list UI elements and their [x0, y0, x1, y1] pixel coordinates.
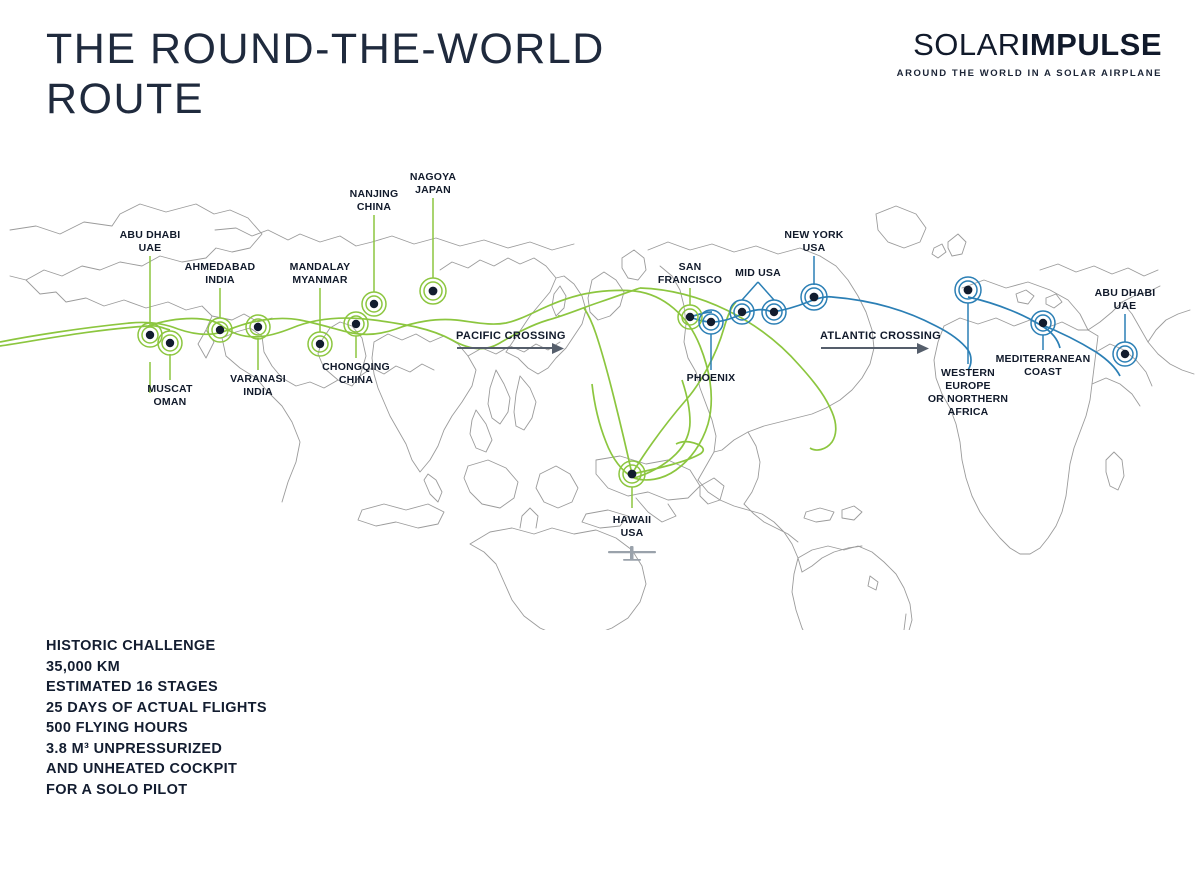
logo-word-impulse: IMPULSE: [1020, 27, 1162, 62]
stat-line: 35,000 KM: [46, 658, 121, 675]
atlantic-crossing-label: ATLANTIC CROSSING: [820, 330, 941, 342]
stop-label-nagoya: NAGOYA: [410, 171, 457, 183]
stop-sublabel-hawaii: USA: [621, 527, 644, 539]
stop-label-mandalay: MANDALAY: [290, 261, 351, 273]
stop-sublabel-chongqing: CHINA: [339, 374, 373, 386]
stop-san-francisco[interactable]: SAN FRANCISCO: [658, 261, 722, 331]
page-title: THE ROUND-THE-WORLD ROUTE: [46, 25, 605, 123]
stop-sublabel-western-europe: EUROPE: [945, 380, 991, 392]
stop-sublabel-new-york: USA: [803, 242, 826, 254]
stop-sublabel-mandalay: MYANMAR: [292, 274, 347, 286]
stop-mandalay[interactable]: MANDALAY MYANMAR: [290, 261, 351, 358]
stop-label-western-europe: WESTERN: [941, 367, 995, 379]
stop-label-hawaii: HAWAII: [613, 514, 652, 526]
logo-wordmark: SOLARIMPULSE: [897, 28, 1162, 62]
stop-sublabel-san-francisco: FRANCISCO: [658, 274, 722, 286]
logo-word-solar: SOLAR: [913, 27, 1021, 62]
stop-chongqing[interactable]: CHONGQING CHINA: [322, 310, 390, 386]
solar-impulse-logo: SOLARIMPULSE AROUND THE WORLD IN A SOLAR…: [896, 28, 1162, 80]
stop-sublabel3-western-europe: AFRICA: [948, 406, 989, 418]
stop-varanasi[interactable]: VARANASI INDIA: [230, 313, 286, 398]
stop-label-mediterranean: MEDITERRANEAN: [996, 353, 1091, 365]
stat-line: 500 FLYING HOURS: [46, 720, 189, 736]
stop-label-abu-dhabi-start: ABU DHABI: [120, 229, 181, 241]
stop-sublabel-varanasi: INDIA: [243, 386, 273, 398]
world-map: PACIFIC CROSSING ATLANTIC CROSSING ABU D…: [0, 130, 1200, 630]
stop-mid-usa[interactable]: MID USA: [728, 267, 788, 326]
stop-abu-dhabi-start[interactable]: ABU DHABI UAE: [120, 229, 181, 393]
stop-label-chongqing: CHONGQING: [322, 361, 390, 373]
stop-sublabel-abu-dhabi-end: UAE: [1114, 300, 1137, 312]
logo-tagline: AROUND THE WORLD IN A SOLAR AIRPLANE: [896, 68, 1162, 79]
stop-sublabel-muscat: OMAN: [154, 396, 187, 408]
header: THE ROUND-THE-WORLD ROUTE SOLARIMPULSE A…: [0, 0, 1200, 130]
stop-sublabel-nanjing: CHINA: [357, 201, 391, 213]
stop-label-abu-dhabi-end: ABU DHABI: [1095, 287, 1156, 299]
stats-block: HISTORIC CHALLENGE 35,000 KM ESTIMATED 1…: [46, 636, 267, 800]
stop-label-ahmedabad: AHMEDABAD: [185, 261, 256, 273]
stop-nanjing[interactable]: NANJING CHINA: [350, 188, 399, 318]
stop-label-phoenix: PHOENIX: [687, 372, 736, 384]
stop-label-new-york: NEW YORK: [784, 229, 843, 241]
stat-line: AND UNHEATED COCKPIT: [46, 761, 238, 777]
route-green-main: [0, 289, 713, 481]
stat-line: ESTIMATED 16 STAGES: [46, 679, 219, 695]
stop-sublabel-mediterranean: COAST: [1024, 366, 1062, 378]
stop-muscat[interactable]: MUSCAT OMAN: [147, 329, 193, 408]
airplane-front-icon: [608, 546, 656, 561]
stop-sublabel2-western-europe: OR NORTHERN: [928, 393, 1008, 405]
pacific-crossing-label: PACIFIC CROSSING: [456, 330, 566, 342]
stop-label-mid-usa: MID USA: [735, 267, 781, 279]
stop-label-nanjing: NANJING: [350, 188, 399, 200]
stop-nagoya[interactable]: NAGOYA JAPAN: [410, 171, 457, 306]
stop-label-muscat: MUSCAT: [147, 383, 193, 395]
stop-sublabel-nagoya: JAPAN: [415, 184, 451, 196]
stat-line: 25 DAYS OF ACTUAL FLIGHTS: [46, 699, 267, 716]
stat-line: HISTORIC CHALLENGE: [46, 638, 216, 654]
stop-label-san-francisco: SAN: [679, 261, 702, 273]
stop-phoenix[interactable]: PHOENIX: [687, 308, 736, 384]
atlantic-crossing-annotation: ATLANTIC CROSSING: [820, 330, 941, 354]
stop-western-europe[interactable]: WESTERN EUROPE OR NORTHERN AFRICA: [928, 275, 1008, 418]
stop-abu-dhabi-end[interactable]: ABU DHABI UAE: [1095, 287, 1156, 368]
stat-line: FOR A SOLO PILOT: [46, 781, 188, 798]
stop-ahmedabad[interactable]: AHMEDABAD INDIA: [185, 261, 256, 344]
stat-line: 3.8 M³ UNPRESSURIZED: [46, 740, 223, 757]
stop-sublabel-abu-dhabi-start: UAE: [139, 242, 162, 254]
stop-mediterranean[interactable]: MEDITERRANEAN COAST: [996, 309, 1091, 378]
stop-hawaii[interactable]: HAWAII USA: [608, 459, 656, 561]
stop-new-york[interactable]: NEW YORK USA: [784, 229, 844, 312]
stop-sublabel-ahmedabad: INDIA: [205, 274, 235, 286]
pacific-crossing-annotation: PACIFIC CROSSING: [456, 330, 566, 354]
route-green-path: [0, 287, 837, 475]
stop-label-varanasi: VARANASI: [230, 373, 286, 385]
